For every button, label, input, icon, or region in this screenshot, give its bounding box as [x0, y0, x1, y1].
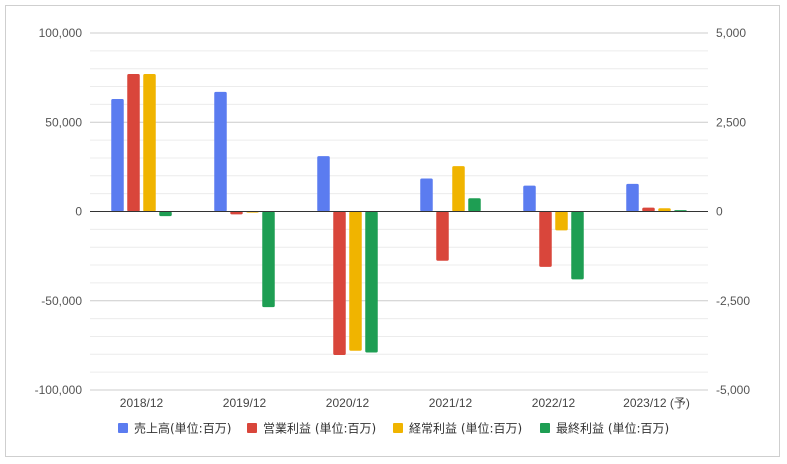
legend-swatch: [393, 423, 403, 433]
x-tick-label: 2020/12: [326, 396, 370, 410]
bar: [111, 99, 124, 212]
legend-label: 最終利益 (単位:百万): [556, 421, 669, 436]
x-tick-label: 2021/12: [429, 396, 473, 410]
bar: [452, 166, 465, 212]
bar: [642, 207, 655, 212]
x-axis-ticks: 2018/12 2019/12 2020/12 2021/12 2022/12 2023/…: [120, 396, 690, 410]
left-tick-label: 50,000: [45, 115, 82, 129]
legend-swatch: [540, 423, 550, 433]
bars: [111, 74, 687, 356]
right-axis-ticks: 5,000 2,500 0 -2,500 -5,000: [716, 26, 750, 397]
bar: [214, 91, 227, 212]
bar: [317, 156, 330, 212]
left-axis-ticks: 100,000 50,000 0 -50,000 -100,000: [35, 26, 83, 397]
bar: [555, 211, 568, 231]
x-tick-label: 2023/12 (予): [623, 396, 690, 410]
x-tick-label: 2019/12: [223, 396, 267, 410]
bar: [539, 211, 552, 267]
x-tick-label: 2018/12: [120, 396, 164, 410]
left-tick-label: 0: [75, 205, 82, 219]
bar: [571, 211, 584, 280]
left-tick-label: -100,000: [35, 383, 83, 397]
right-tick-label: -2,500: [716, 294, 750, 308]
bar: [365, 211, 378, 353]
legend-label: 営業利益 (単位:百万): [263, 421, 376, 436]
bar: [230, 211, 243, 215]
right-tick-label: 5,000: [716, 26, 746, 40]
right-tick-label: -5,000: [716, 383, 750, 397]
bar: [262, 211, 275, 308]
minor-grid: [90, 50, 708, 373]
legend: 売上高(単位:百万) 営業利益 (単位:百万) 経常利益 (単位:百万) 最終利益 (…: [118, 421, 669, 436]
bar: [143, 74, 156, 212]
right-tick-label: 2,500: [716, 115, 746, 129]
bar: [159, 211, 172, 217]
bar: [658, 208, 671, 212]
bar: [523, 185, 536, 212]
bar: [333, 211, 346, 356]
legend-label: 経常利益 (単位:百万): [409, 421, 522, 436]
legend-swatch: [247, 423, 257, 433]
bar: [349, 211, 362, 351]
bar: [420, 178, 433, 212]
legend-label: 売上高(単位:百万): [134, 421, 231, 436]
legend-swatch: [118, 423, 128, 433]
bar: [468, 198, 481, 212]
left-tick-label: -50,000: [41, 294, 82, 308]
left-tick-label: 100,000: [39, 26, 83, 40]
bar: [626, 183, 639, 212]
bar: [127, 74, 140, 212]
right-tick-label: 0: [716, 205, 723, 219]
x-tick-label: 2022/12: [532, 396, 576, 410]
bar: [436, 211, 449, 261]
